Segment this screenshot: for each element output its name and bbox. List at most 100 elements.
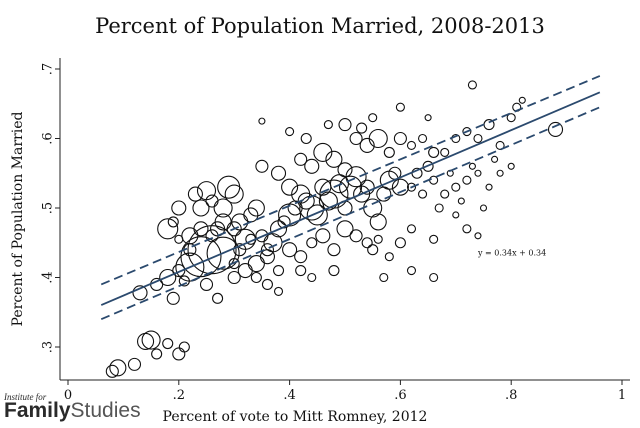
data-point (193, 221, 209, 237)
brand-light: Studies (70, 399, 141, 422)
data-point (428, 146, 440, 158)
data-point (297, 192, 315, 210)
data-point (359, 137, 375, 153)
data-point (491, 155, 499, 163)
y-tick-label: .5 (41, 202, 56, 214)
data-point (406, 224, 417, 234)
data-point (359, 179, 375, 195)
data-point (474, 169, 482, 177)
data-point (162, 337, 174, 350)
data-point (452, 211, 460, 219)
data-point (457, 197, 465, 205)
data-point (496, 169, 504, 177)
data-point (319, 179, 349, 209)
data-points (105, 80, 564, 378)
x-tick-label: .2 (173, 388, 185, 403)
data-point (373, 234, 383, 244)
data-point (212, 292, 224, 304)
data-point (180, 236, 222, 278)
y-tick-label: .3 (41, 341, 56, 353)
data-point (468, 162, 476, 170)
data-point (349, 229, 363, 243)
x-tick-label: 0 (64, 388, 72, 403)
data-point (178, 341, 190, 353)
data-point (323, 120, 333, 130)
fit-line (100, 91, 601, 306)
data-point (172, 263, 186, 278)
x-tick-label: .6 (394, 388, 406, 403)
data-point (228, 258, 240, 270)
data-point (462, 127, 472, 137)
data-point (479, 204, 488, 212)
data-point (315, 228, 331, 244)
data-point (518, 96, 526, 104)
data-point (187, 186, 203, 202)
data-point (157, 218, 179, 240)
data-point (196, 181, 217, 201)
data-point (337, 162, 353, 178)
data-point (243, 207, 259, 223)
data-point (369, 213, 387, 231)
data-point (273, 286, 284, 296)
data-point (237, 262, 253, 279)
brand-bold: Family (4, 399, 71, 422)
data-point (175, 252, 205, 282)
data-point (141, 330, 161, 350)
data-point (367, 244, 379, 256)
data-point (304, 158, 320, 174)
brand-line1: Institute for (4, 392, 47, 402)
data-point (440, 147, 450, 157)
data-point (547, 121, 564, 138)
fit-lines: y = 0.34x + 0.34 (100, 75, 601, 321)
y-tick-label: .7 (41, 63, 56, 75)
data-point (187, 225, 237, 275)
data-point (506, 113, 516, 123)
data-point (495, 140, 505, 150)
equation-annotation: y = 0.34x + 0.34 (477, 248, 546, 257)
data-point (336, 220, 354, 238)
data-point (281, 178, 299, 196)
data-point (227, 270, 241, 285)
data-point (192, 199, 210, 217)
data-point (429, 175, 439, 185)
data-point (507, 162, 515, 170)
data-point (167, 216, 179, 228)
data-point (109, 359, 127, 377)
data-point (368, 113, 378, 123)
data-point (368, 128, 388, 149)
data-point (383, 146, 395, 158)
data-point (424, 114, 432, 122)
data-point (260, 243, 274, 257)
data-point (226, 221, 242, 237)
data-point (467, 80, 477, 90)
data-point (406, 182, 417, 192)
data-point (105, 364, 119, 378)
brand-logo: Institute for FamilyStudies (4, 392, 141, 422)
data-point (255, 159, 269, 173)
data-point (451, 182, 461, 192)
data-point (294, 250, 308, 264)
data-point (127, 357, 142, 371)
data-point (313, 142, 333, 162)
y-tick-label: .6 (41, 132, 56, 144)
data-point (172, 347, 186, 361)
axes: 0 .2 .4 .6 .8 1 .3 .4 .5 .6 .7 Percent of vote to M… (10, 58, 630, 425)
x-axis-label: Percent of vote to Mitt Romney, 2012 (163, 409, 428, 425)
data-point (395, 102, 405, 112)
data-point (306, 204, 328, 226)
data-point (171, 200, 187, 216)
data-point (349, 131, 363, 146)
data-point (214, 213, 232, 231)
data-point (233, 243, 247, 257)
data-point (462, 175, 472, 185)
data-point (258, 117, 266, 125)
data-point (159, 268, 177, 287)
data-point (224, 184, 244, 204)
data-point (361, 237, 373, 249)
data-point (174, 234, 184, 244)
data-point (132, 285, 148, 301)
data-point (356, 122, 368, 134)
data-point (406, 265, 417, 276)
data-point (205, 194, 219, 208)
data-point (282, 242, 298, 258)
